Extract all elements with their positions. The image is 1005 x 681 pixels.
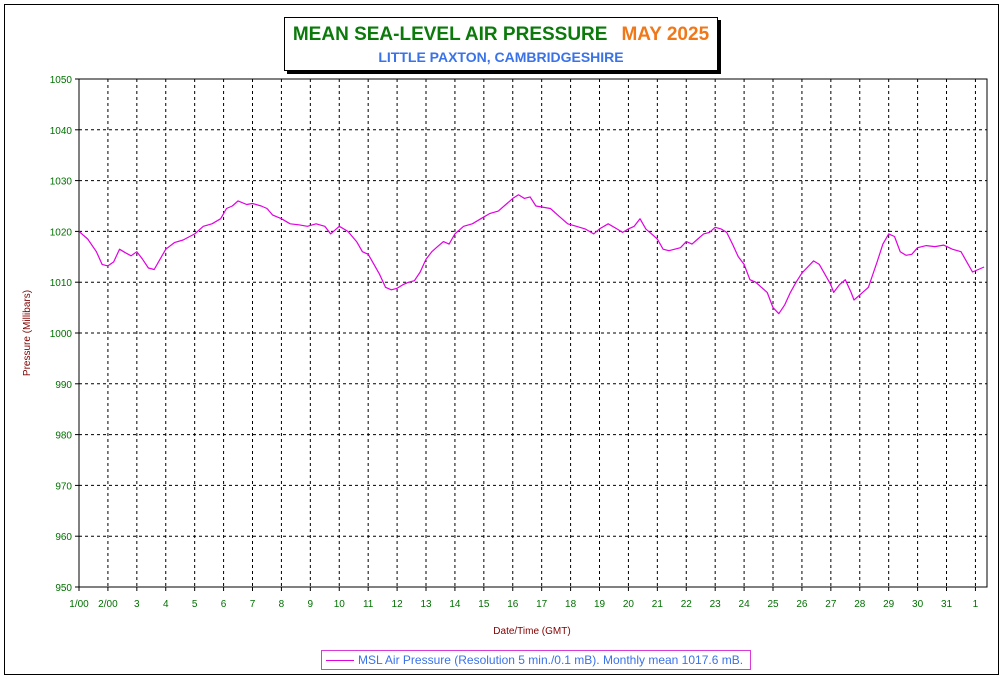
y-tick-label: 1030: [50, 177, 73, 188]
y-tick-label: 1000: [50, 329, 73, 340]
x-tick-label: 9: [308, 599, 314, 610]
x-tick-label: 4: [163, 599, 169, 610]
y-tick-label: 1010: [50, 278, 73, 289]
y-axis-label: Pressure (Millibars): [22, 290, 33, 376]
x-tick-label: 20: [623, 599, 635, 610]
x-tick-label: 23: [710, 599, 722, 610]
chart-title: MEAN SEA-LEVEL AIR PRESSURE MAY 2025: [285, 24, 717, 46]
x-tick-label: 2/00: [98, 599, 118, 610]
legend-label: MSL Air Pressure (Resolution 5 min./0.1 …: [358, 653, 744, 667]
x-tick-label: 1: [973, 599, 979, 610]
x-tick-label: 26: [796, 599, 808, 610]
x-tick-label: 27: [825, 599, 837, 610]
grid-lines: [79, 79, 987, 587]
x-tick-label: 5: [192, 599, 198, 610]
x-tick-label: 24: [739, 599, 751, 610]
series-group: [78, 194, 985, 315]
x-tick-label: 10: [334, 599, 346, 610]
x-tick-label: 12: [392, 599, 404, 610]
y-tick-label: 1020: [50, 227, 73, 238]
x-tick-label: 13: [420, 599, 432, 610]
chart-frame: [4, 4, 999, 675]
x-tick-label: 8: [279, 599, 285, 610]
plot-area: [78, 78, 988, 588]
x-tick-label: 31: [941, 599, 953, 610]
x-tick-label: 3: [134, 599, 140, 610]
x-tick-label: 21: [652, 599, 664, 610]
x-tick-label: 22: [681, 599, 693, 610]
x-tick-label: 15: [478, 599, 490, 610]
x-tick-label: 6: [221, 599, 227, 610]
legend-swatch: [326, 660, 354, 662]
y-tick-label: 950: [55, 583, 72, 594]
y-tick-label: 1050: [50, 75, 73, 86]
x-tick-label: 16: [507, 599, 519, 610]
legend: MSL Air Pressure (Resolution 5 min./0.1 …: [321, 650, 751, 670]
x-tick-label: 29: [883, 599, 895, 610]
x-tick-label: 19: [594, 599, 606, 610]
x-tick-label: 28: [854, 599, 866, 610]
x-tick-label: 18: [565, 599, 577, 610]
x-tick-labels: 1/00 2/00 3 4 5 6 7 8 9 10 11 12 13 14 15 16 17 18 19 20 21 2…: [69, 587, 979, 610]
x-tick-label: 25: [767, 599, 779, 610]
chart-title-main: MEAN SEA-LEVEL AIR PRESSURE: [292, 24, 608, 45]
chart-title-month: MAY 2025: [621, 24, 710, 45]
x-tick-label: 14: [449, 599, 461, 610]
chart-subtitle: LITTLE PAXTON, CAMBRIDGESHIRE: [378, 49, 624, 65]
y-tick-label: 960: [55, 532, 72, 543]
y-tick-labels: 950 960 970 980 990 1000 1010 1020 1030 1040 1050: [50, 75, 79, 594]
x-tick-label: 1/00: [69, 599, 89, 610]
title-box: MEAN SEA-LEVEL AIR PRESSURE MAY 2025 LITT…: [284, 17, 718, 71]
y-tick-label: 980: [55, 431, 72, 442]
y-tick-label: 970: [55, 481, 72, 492]
x-tick-label: 7: [250, 599, 256, 610]
series-line: [78, 194, 985, 315]
y-tick-label: 990: [55, 380, 72, 391]
x-axis-label: Date/Time (GMT): [493, 626, 570, 637]
x-tick-label: 11: [363, 599, 374, 610]
x-tick-label: 17: [536, 599, 548, 610]
x-tick-label: 30: [912, 599, 924, 610]
y-tick-label: 1040: [50, 126, 73, 137]
